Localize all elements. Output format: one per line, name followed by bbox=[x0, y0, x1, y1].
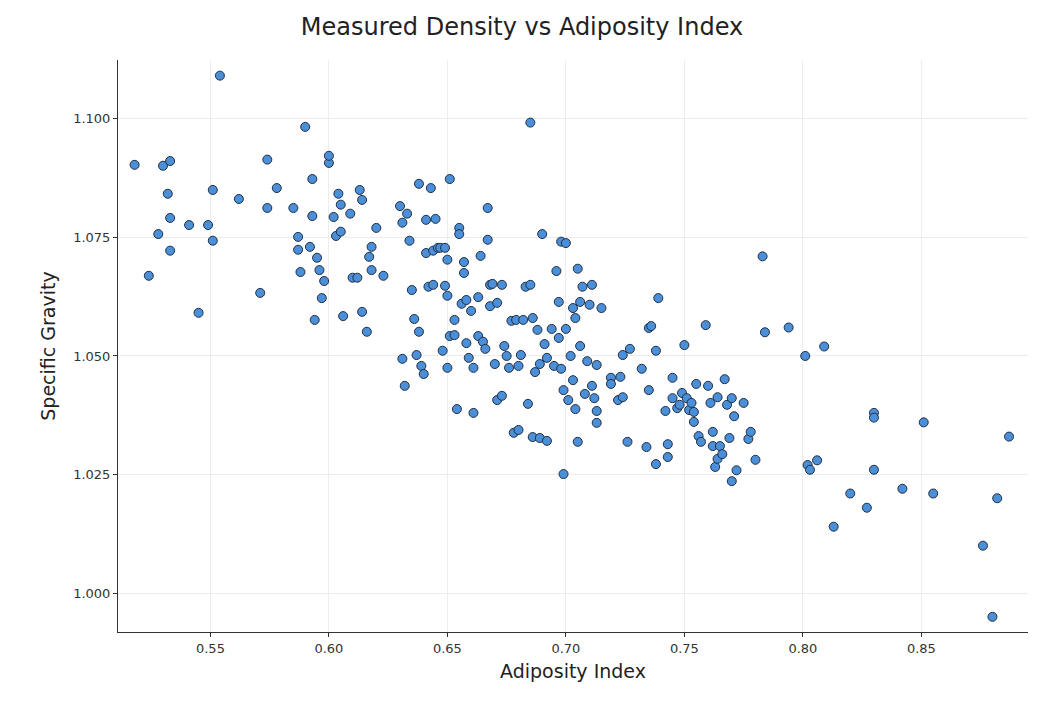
svg-text:Specific Gravity: Specific Gravity bbox=[37, 271, 59, 420]
svg-text:1.075: 1.075 bbox=[73, 230, 110, 245]
svg-text:1.000: 1.000 bbox=[73, 586, 110, 601]
svg-text:0.80: 0.80 bbox=[788, 641, 817, 656]
svg-text:0.70: 0.70 bbox=[551, 641, 580, 656]
svg-text:0.55: 0.55 bbox=[196, 641, 225, 656]
svg-text:0.85: 0.85 bbox=[907, 641, 936, 656]
svg-text:0.65: 0.65 bbox=[433, 641, 462, 656]
svg-text:1.025: 1.025 bbox=[73, 467, 110, 482]
svg-text:0.75: 0.75 bbox=[670, 641, 699, 656]
svg-text:1.050: 1.050 bbox=[73, 349, 110, 364]
svg-text:0.60: 0.60 bbox=[314, 641, 343, 656]
svg-text:Measured Density vs Adiposity: Measured Density vs Adiposity Index bbox=[301, 13, 743, 41]
svg-text:Adiposity Index: Adiposity Index bbox=[500, 660, 646, 682]
svg-text:1.100: 1.100 bbox=[73, 111, 110, 126]
